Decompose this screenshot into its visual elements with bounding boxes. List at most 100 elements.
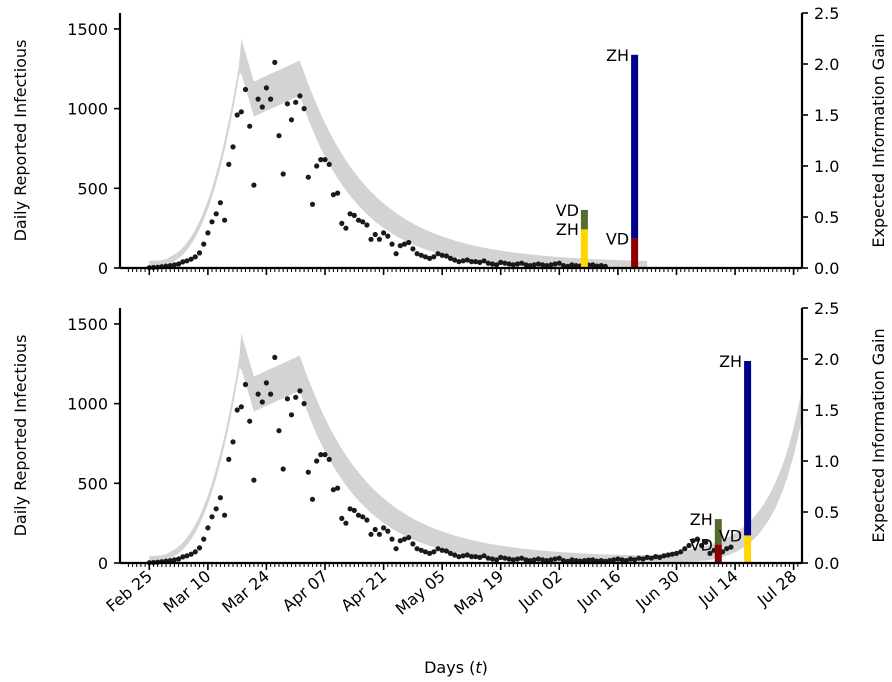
data-point bbox=[238, 109, 244, 115]
data-point bbox=[506, 556, 512, 562]
data-point bbox=[297, 93, 303, 99]
data-point bbox=[276, 133, 282, 139]
data-point bbox=[355, 217, 362, 223]
data-point bbox=[385, 233, 391, 239]
gain-bar-segment bbox=[631, 54, 639, 239]
data-point bbox=[368, 531, 374, 537]
data-point bbox=[326, 456, 332, 462]
data-point bbox=[548, 557, 554, 563]
data-point bbox=[460, 553, 466, 559]
x-tick-label: May 19 bbox=[450, 567, 507, 619]
data-point bbox=[309, 496, 316, 502]
data-point bbox=[427, 255, 433, 261]
data-point bbox=[347, 211, 353, 217]
data-point bbox=[381, 525, 387, 531]
data-point bbox=[464, 257, 470, 263]
data-point bbox=[694, 536, 701, 542]
data-point bbox=[569, 262, 575, 268]
data-point bbox=[535, 261, 542, 267]
data-point bbox=[222, 512, 228, 518]
data-point bbox=[364, 222, 370, 228]
data-point bbox=[431, 254, 437, 260]
data-point bbox=[293, 99, 299, 105]
data-point bbox=[301, 401, 307, 407]
data-point bbox=[226, 456, 232, 462]
data-point bbox=[447, 255, 454, 261]
data-point bbox=[502, 555, 508, 561]
data-point bbox=[263, 380, 269, 386]
data-point bbox=[360, 219, 366, 225]
x-tick-label: Mar 10 bbox=[160, 567, 215, 617]
x-tick-label: Feb 25 bbox=[102, 567, 155, 616]
bar-label: ZH bbox=[719, 352, 742, 371]
right-y-tick-label: 2.0 bbox=[814, 55, 839, 74]
data-point bbox=[393, 251, 399, 257]
data-point bbox=[318, 452, 324, 458]
data-point bbox=[556, 555, 562, 561]
data-point bbox=[648, 555, 655, 561]
data-point bbox=[431, 549, 437, 555]
data-point bbox=[510, 557, 516, 563]
data-point bbox=[473, 554, 479, 560]
data-point bbox=[494, 262, 500, 268]
right-y-axis-title: Expected Information Gain bbox=[869, 33, 888, 247]
data-point bbox=[397, 538, 403, 544]
data-point bbox=[284, 101, 290, 107]
x-tick-label: Jun 30 bbox=[631, 567, 683, 615]
data-point bbox=[439, 252, 445, 258]
data-point bbox=[268, 96, 274, 102]
data-point bbox=[401, 241, 408, 247]
data-point bbox=[205, 525, 211, 531]
data-point bbox=[201, 241, 207, 247]
data-point bbox=[314, 163, 320, 169]
data-point bbox=[452, 552, 458, 558]
data-point bbox=[188, 551, 194, 557]
data-point bbox=[389, 536, 395, 542]
right-y-tick-label: 0.0 bbox=[814, 259, 839, 278]
data-point bbox=[477, 554, 483, 561]
data-point bbox=[288, 412, 295, 418]
data-point bbox=[280, 171, 286, 177]
data-point bbox=[548, 262, 554, 268]
data-point bbox=[381, 230, 387, 236]
data-point bbox=[351, 212, 357, 218]
data-point bbox=[410, 541, 416, 547]
data-point bbox=[355, 512, 362, 518]
bottom-panel: ZH VD ZH VD 0 500 1000 1500 0.0 0.5 1.0 1.5 2.0 2.5 Da… bbox=[11, 299, 888, 573]
data-point bbox=[514, 261, 521, 267]
data-point bbox=[389, 241, 395, 247]
data-point bbox=[305, 174, 311, 180]
gain-bar-segment bbox=[714, 519, 722, 545]
data-point bbox=[343, 520, 349, 526]
data-point bbox=[435, 546, 441, 552]
data-point bbox=[657, 554, 663, 561]
data-point bbox=[209, 219, 215, 225]
confidence-band bbox=[149, 333, 802, 562]
data-point bbox=[326, 161, 332, 167]
data-point bbox=[335, 190, 341, 196]
data-point bbox=[619, 557, 625, 563]
data-point bbox=[196, 545, 203, 551]
data-point bbox=[184, 553, 190, 559]
data-point bbox=[217, 495, 223, 501]
data-point bbox=[615, 556, 621, 562]
data-point bbox=[242, 381, 249, 388]
data-point bbox=[180, 259, 186, 265]
data-point bbox=[540, 557, 546, 563]
data-point bbox=[422, 549, 428, 555]
data-point bbox=[556, 260, 562, 266]
gain-bar-segment bbox=[744, 535, 752, 563]
data-point bbox=[456, 259, 462, 265]
data-point bbox=[343, 225, 349, 231]
data-point bbox=[213, 506, 219, 512]
data-point bbox=[255, 391, 261, 397]
data-point bbox=[473, 259, 479, 265]
data-point bbox=[376, 236, 382, 242]
gain-bar-segment bbox=[580, 229, 588, 268]
gain-bar-segment bbox=[714, 544, 722, 563]
data-point bbox=[410, 246, 416, 252]
data-point bbox=[230, 439, 236, 445]
y-tick-label: 0 bbox=[98, 259, 108, 278]
data-point bbox=[552, 556, 558, 562]
y-tick-label: 0 bbox=[98, 554, 108, 573]
